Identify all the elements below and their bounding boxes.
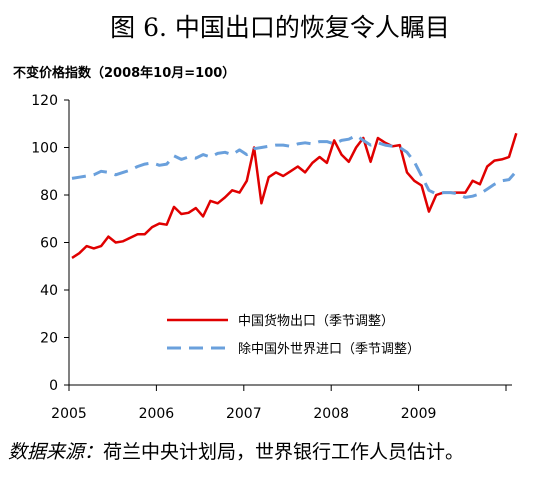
- x-tick-label: 2009: [401, 406, 437, 422]
- series-line-1: [71, 132, 518, 259]
- y-tick-label: 100: [31, 141, 58, 157]
- y-tick-label: 20: [40, 331, 58, 347]
- y-tick-label: 60: [40, 236, 58, 252]
- series-line-2: [71, 134, 518, 199]
- source-text: 荷兰中央计划局，世界银行工作人员估计。: [103, 441, 465, 463]
- legend-label-1: 中国货物出口（季节调整）: [238, 313, 394, 329]
- x-tick-label: 2006: [139, 406, 175, 422]
- y-tick-label: 40: [40, 283, 58, 299]
- source-lead: 数据来源：: [8, 441, 104, 463]
- legend-label-2: 除中国外世界进口（季节调整）: [238, 342, 420, 357]
- line-chart: 0 20 40 60 80 100 120 2005 2006 2007 2008 2009 中国货物…: [31, 93, 518, 422]
- x-tick-label: 2007: [226, 406, 262, 422]
- x-tick-label: 2005: [51, 406, 87, 422]
- source-note: 数据来源：荷兰中央计划局，世界银行工作人员估计。: [8, 440, 556, 465]
- y-tick-label: 120: [31, 93, 58, 109]
- y-tick-label: 0: [49, 378, 58, 394]
- x-tick-label: 2008: [313, 406, 349, 422]
- chart-title: 图 6. 中国出口的恢复令人瞩目: [110, 13, 450, 42]
- y-axis-label: 不变价格指数（2008年10月=100）: [13, 66, 236, 81]
- y-tick-label: 80: [40, 188, 58, 204]
